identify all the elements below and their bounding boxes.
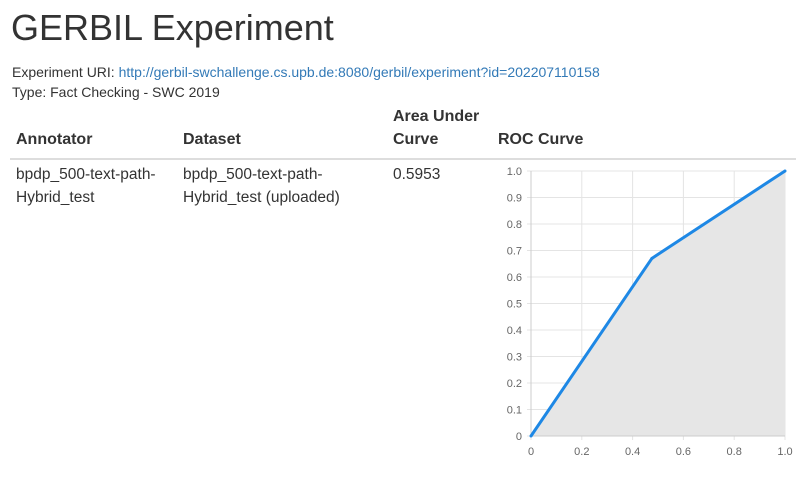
cell-dataset-line2: Hybrid_test (uploaded) [183, 189, 340, 206]
x-tick-label: 0.4 [625, 446, 640, 458]
cell-dataset-line1: bpdp_500-text-path- [183, 166, 323, 183]
y-tick-label: 0 [516, 431, 522, 443]
y-tick-label: 0.3 [507, 352, 522, 364]
cell-dataset: bpdp_500-text-path- Hybrid_test (uploade… [183, 163, 340, 209]
y-tick-label: 0.6 [507, 272, 522, 284]
y-tick-label: 1.0 [507, 166, 522, 178]
y-tick-label: 0.1 [507, 405, 522, 417]
y-tick-label: 0.9 [507, 193, 522, 205]
cell-annotator: bpdp_500-text-path- Hybrid_test [16, 163, 156, 209]
experiment-uri-line: Experiment URI: http://gerbil-swchalleng… [12, 63, 600, 81]
cell-annotator-line1: bpdp_500-text-path- [16, 166, 156, 183]
experiment-uri-label: Experiment URI: [12, 64, 119, 80]
roc-area-fill [531, 171, 785, 436]
header-roc-curve: ROC Curve [498, 131, 584, 148]
header-auc: Area Under Curve [393, 105, 479, 151]
header-auc-line2: Curve [393, 131, 439, 148]
experiment-type: Type: Fact Checking - SWC 2019 [12, 84, 220, 100]
page-title: GERBIL Experiment [11, 7, 334, 48]
roc-point [783, 169, 787, 173]
roc-point [529, 434, 533, 438]
y-tick-label: 0.8 [507, 219, 522, 231]
header-auc-line1: Area Under [393, 108, 480, 125]
y-tick-label: 0.7 [507, 246, 522, 258]
x-tick-label: 0.6 [676, 446, 691, 458]
header-dataset: Dataset [183, 131, 241, 148]
header-annotator: Annotator [16, 131, 93, 148]
cell-auc: 0.5953 [393, 166, 441, 183]
roc-point [650, 256, 654, 260]
cell-annotator-line2: Hybrid_test [16, 189, 95, 206]
x-tick-label: 0.8 [727, 446, 742, 458]
header-divider [10, 158, 796, 160]
x-tick-label: 0 [528, 446, 534, 458]
y-tick-label: 0.5 [507, 299, 522, 311]
x-tick-label: 0.2 [574, 446, 589, 458]
y-tick-label: 0.2 [507, 378, 522, 390]
x-tick-label: 1.0 [777, 446, 792, 458]
y-tick-label: 0.4 [507, 325, 522, 337]
experiment-uri-link[interactable]: http://gerbil-swchallenge.cs.upb.de:8080… [118, 64, 600, 80]
